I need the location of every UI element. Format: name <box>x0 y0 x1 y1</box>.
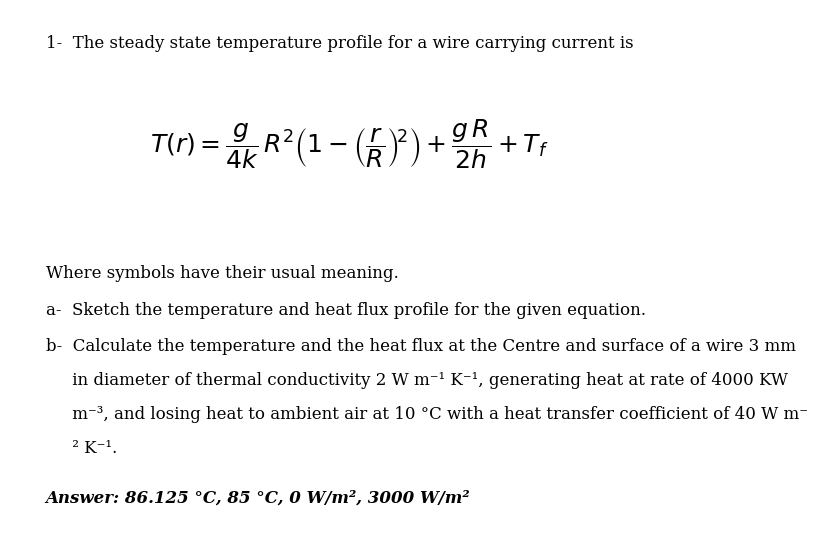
Text: a-  Sketch the temperature and heat flux profile for the given equation.: a- Sketch the temperature and heat flux … <box>46 302 646 319</box>
Text: in diameter of thermal conductivity 2 W m⁻¹ K⁻¹, generating heat at rate of 4000: in diameter of thermal conductivity 2 W … <box>46 372 788 389</box>
Text: ² K⁻¹.: ² K⁻¹. <box>46 440 117 457</box>
Text: Where symbols have their usual meaning.: Where symbols have their usual meaning. <box>46 265 399 282</box>
Text: m⁻³, and losing heat to ambient air at 10 °C with a heat transfer coefficient of: m⁻³, and losing heat to ambient air at 1… <box>46 406 808 423</box>
Text: Answer: 86.125 °C, 85 °C, 0 W/m², 3000 W/m²: Answer: 86.125 °C, 85 °C, 0 W/m², 3000 W… <box>46 490 470 507</box>
Text: $T(r) = \dfrac{g}{4k}\, R^2 \left( 1 - \left(\dfrac{r}{R}\right)^{\!2}\right) + : $T(r) = \dfrac{g}{4k}\, R^2 \left( 1 - \… <box>150 118 549 171</box>
Text: 1-  The steady state temperature profile for a wire carrying current is: 1- The steady state temperature profile … <box>46 35 633 52</box>
Text: b-  Calculate the temperature and the heat flux at the Centre and surface of a w: b- Calculate the temperature and the hea… <box>46 338 795 355</box>
